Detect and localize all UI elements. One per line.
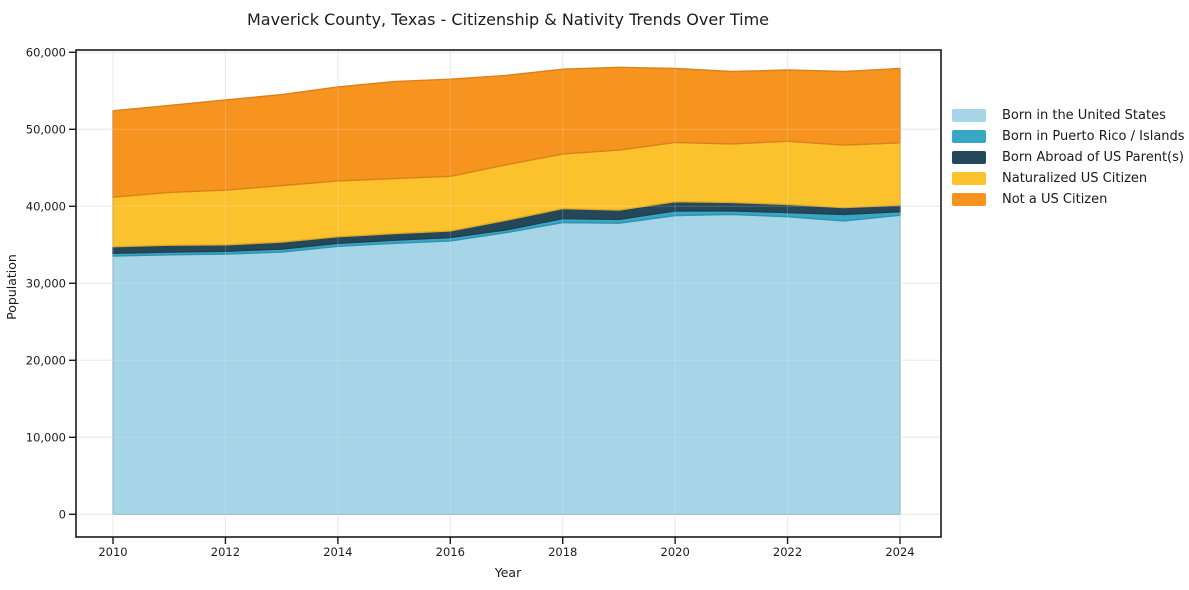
x-tick-label: 2020 xyxy=(661,545,690,559)
legend-label: Born Abroad of US Parent(s) xyxy=(1002,150,1184,165)
x-tick-label: 2010 xyxy=(98,545,127,559)
y-tick-label: 50,000 xyxy=(26,122,66,136)
area-series-group xyxy=(112,66,901,515)
y-tick-label: 10,000 xyxy=(26,430,66,444)
legend-swatch xyxy=(952,109,986,122)
x-axis-label: Year xyxy=(494,565,522,580)
x-tick-label: 2018 xyxy=(548,545,577,559)
axes: 2010 2012 2014 2016 2018 2020 2022 2024 0 10,000 2… xyxy=(26,45,942,559)
legend-label: Naturalized US Citizen xyxy=(1002,171,1148,186)
area-series-4 xyxy=(112,66,901,198)
legend-label: Born in Puerto Rico / Islands xyxy=(1002,129,1185,144)
y-tick-label: 60,000 xyxy=(26,45,66,59)
legend-label: Not a US Citizen xyxy=(1002,192,1108,207)
legend-item: Not a US Citizen xyxy=(952,189,1185,210)
chart-title: Maverick County, Texas - Citizenship & N… xyxy=(247,10,769,29)
y-axis-label: Population xyxy=(4,254,19,320)
legend-item: Born Abroad of US Parent(s) xyxy=(952,147,1185,168)
legend-item: Born in the United States xyxy=(952,105,1185,126)
x-tick-label: 2012 xyxy=(211,545,240,559)
x-tick-label: 2022 xyxy=(773,545,802,559)
x-tick-label: 2016 xyxy=(436,545,465,559)
y-tick-label: 20,000 xyxy=(26,353,66,367)
plot-frame xyxy=(75,49,942,538)
y-tick-label: 30,000 xyxy=(26,276,66,290)
legend-label: Born in the United States xyxy=(1002,108,1166,123)
x-tick-label: 2024 xyxy=(885,545,914,559)
gridlines-overlay xyxy=(76,50,941,537)
y-tick-label: 40,000 xyxy=(26,199,66,213)
chart-legend: Born in the United States Born in Puerto … xyxy=(952,105,1185,210)
legend-swatch xyxy=(952,193,986,206)
legend-swatch xyxy=(952,172,986,185)
y-tick-label: 0 xyxy=(59,507,66,521)
legend-item: Naturalized US Citizen xyxy=(952,168,1185,189)
area-series-0 xyxy=(112,213,901,515)
legend-item: Born in Puerto Rico / Islands xyxy=(952,126,1185,147)
legend-swatch xyxy=(952,130,986,143)
legend-swatch xyxy=(952,151,986,164)
x-tick-label: 2014 xyxy=(323,545,352,559)
